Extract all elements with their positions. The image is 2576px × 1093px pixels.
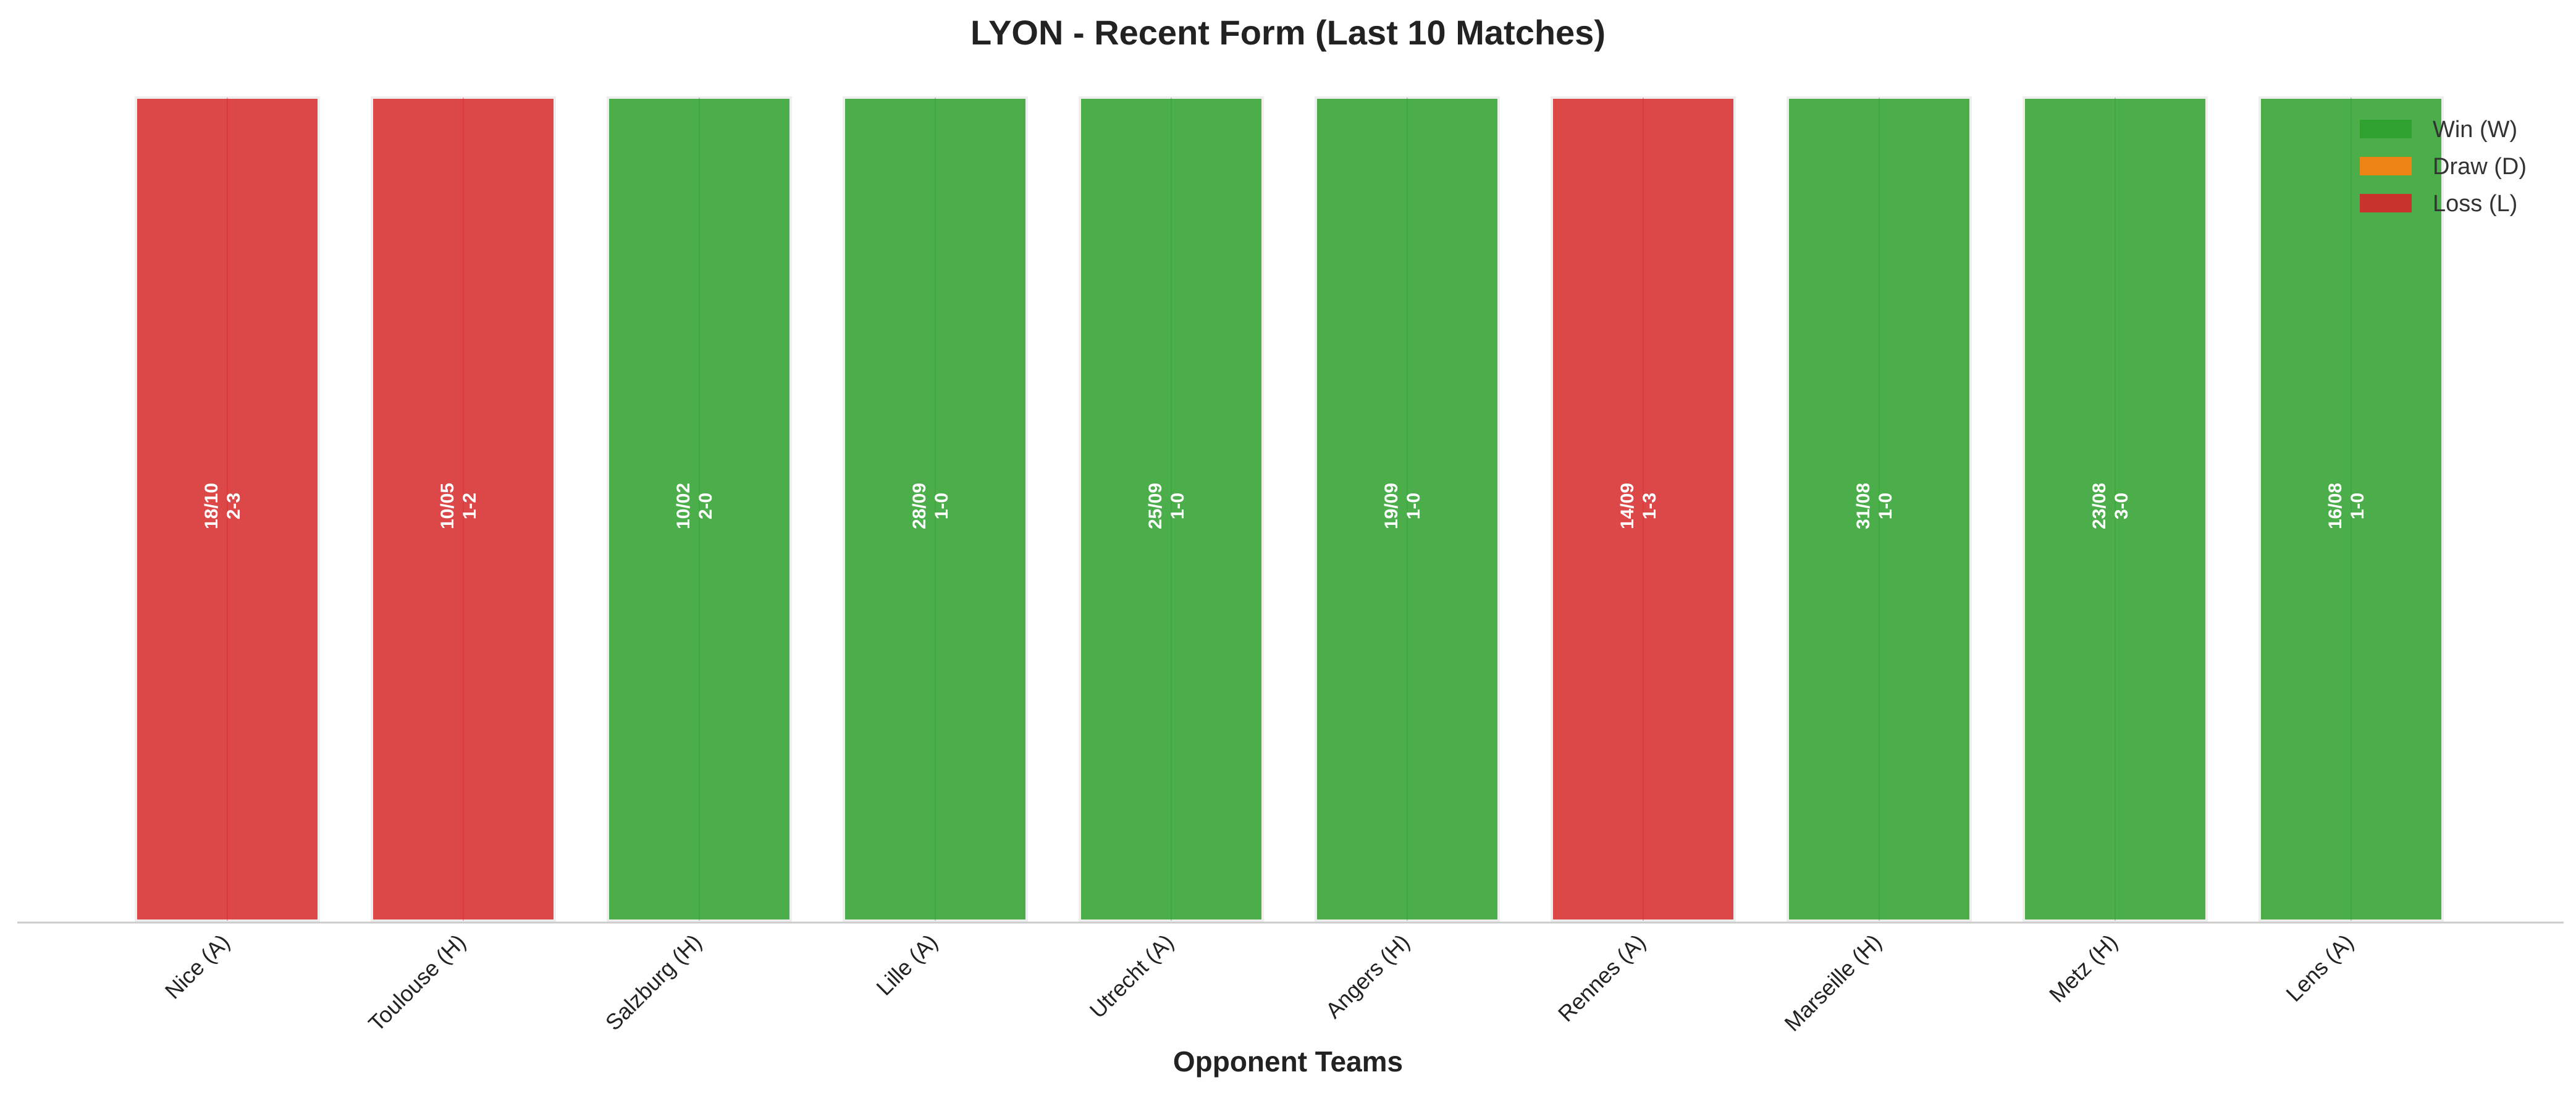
- bar-date-label-2: 10/05: [437, 483, 458, 529]
- bar-score-label-6: 1-0: [1404, 493, 1424, 519]
- x-tick-label-3: Salzburg (H): [600, 929, 707, 1036]
- x-tick-label-8: Marseille (H): [1779, 929, 1886, 1036]
- x-tick-label-4: Lille (A): [871, 929, 942, 1000]
- x-tick-label-5: Utrecht (A): [1085, 929, 1179, 1023]
- bar-date-label-10: 16/08: [2325, 483, 2346, 529]
- bar-score-label-3: 2-0: [696, 493, 716, 519]
- legend-swatch-l: [2360, 194, 2412, 212]
- bar-date-label-7: 14/09: [1617, 483, 1638, 529]
- bar-8: [1787, 96, 1972, 922]
- bar-score-label-9: 3-0: [2111, 493, 2132, 519]
- bar-score-label-1: 2-3: [224, 493, 244, 519]
- bar-date-label-3: 10/02: [673, 483, 694, 529]
- bars-group: 18/10 2-3 10/05 1-2 10/02 2-0 28/09 1-0 25/09 1-0…: [135, 96, 2444, 922]
- x-tick-label-1: Nice (A): [160, 929, 235, 1004]
- x-tick-labels: Nice (A) Toulouse (H) Salzburg (H) Lille (A…: [160, 929, 2359, 1036]
- bar-date-label-6: 19/09: [1381, 483, 1402, 529]
- x-axis-label: Opponent Teams: [1173, 1045, 1403, 1078]
- legend-swatch-w: [2360, 120, 2412, 138]
- bar-date-label-1: 18/10: [201, 483, 222, 529]
- bar-date-label-9: 23/08: [2089, 483, 2110, 529]
- x-tick-label-9: Metz (H): [2044, 929, 2123, 1008]
- legend: Win (W) Draw (D) Loss (L): [2360, 117, 2527, 217]
- x-tick-label-2: Toulouse (H): [363, 929, 470, 1036]
- bar-10: [2258, 96, 2444, 922]
- bar-3: [607, 96, 792, 922]
- bar-score-label-5: 1-0: [1168, 493, 1188, 519]
- bar-score-label-2: 1-2: [460, 493, 480, 519]
- legend-label-w: Win (W): [2433, 117, 2517, 143]
- legend-swatch-d: [2360, 157, 2412, 175]
- x-tick-label-6: Angers (H): [1321, 929, 1415, 1023]
- bar-score-label-7: 1-3: [1639, 493, 1660, 519]
- x-tick-label-7: Rennes (A): [1553, 929, 1651, 1027]
- legend-label-d: Draw (D): [2433, 154, 2527, 180]
- bar-2: [371, 96, 556, 922]
- bar-date-label-4: 28/09: [909, 483, 930, 529]
- bar-score-label-10: 1-0: [2347, 493, 2368, 519]
- bar-score-label-8: 1-0: [1875, 493, 1896, 519]
- bar-6: [1315, 96, 1500, 922]
- bar-date-label-8: 31/08: [1853, 483, 1874, 529]
- bar-5: [1079, 96, 1264, 922]
- chart-title: LYON - Recent Form (Last 10 Matches): [970, 13, 1606, 52]
- x-tick-label-10: Lens (A): [2281, 929, 2358, 1007]
- bar-1: [135, 96, 320, 922]
- bar-7: [1551, 96, 1736, 922]
- legend-label-l: Loss (L): [2433, 191, 2517, 217]
- bar-score-label-4: 1-0: [932, 493, 952, 519]
- bar-4: [843, 96, 1028, 922]
- bar-9: [2022, 96, 2208, 922]
- bar-date-label-5: 25/09: [1145, 483, 1166, 529]
